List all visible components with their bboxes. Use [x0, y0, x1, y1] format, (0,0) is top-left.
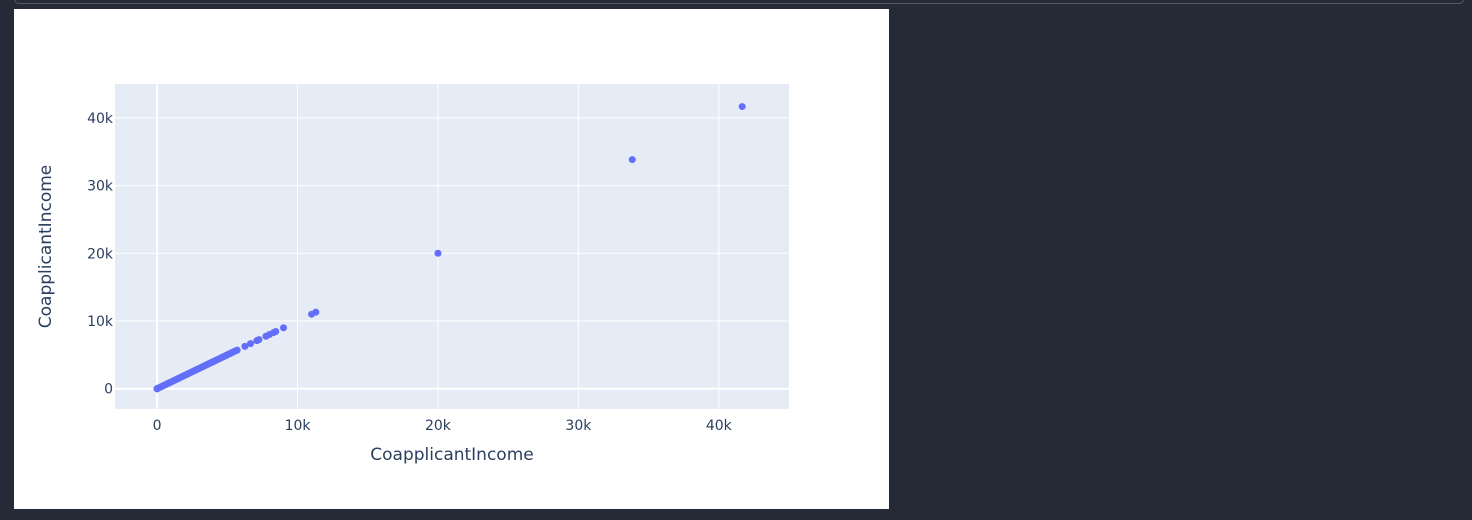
x-tick-label: 40k	[706, 418, 733, 434]
data-point[interactable]	[434, 249, 442, 257]
y-tick-label: 0	[104, 382, 113, 398]
x-axis-title: CoapplicantIncome	[370, 445, 533, 465]
y-tick-label: 40k	[87, 111, 114, 127]
x-tick-label: 10k	[285, 418, 312, 434]
y-tick-label: 30k	[87, 179, 114, 195]
x-tick-label: 30k	[565, 418, 592, 434]
scatter-plot[interactable]: 0 10k 20k 30k 40k 0 10k 20k 30k 40k CoapplicantI…	[14, 9, 889, 509]
y-gridlines	[115, 117, 789, 390]
y-tick-labels: 0 10k 20k 30k 40k	[87, 111, 114, 398]
plot-output-cell: 0 10k 20k 30k 40k 0 10k 20k 30k 40k CoapplicantI…	[14, 9, 889, 509]
data-point[interactable]	[272, 327, 280, 335]
y-tick-label: 20k	[87, 246, 114, 262]
data-point[interactable]	[628, 156, 636, 164]
x-tick-label: 0	[153, 418, 162, 434]
x-tick-label: 20k	[425, 418, 452, 434]
data-point[interactable]	[233, 346, 241, 354]
x-gridlines	[156, 84, 720, 409]
y-axis-title: CoapplicantIncome	[36, 165, 56, 328]
data-point[interactable]	[241, 342, 249, 350]
data-point[interactable]	[255, 336, 263, 344]
data-point[interactable]	[280, 324, 287, 332]
y-tick-label: 10k	[87, 314, 114, 330]
previous-cell-border	[14, 0, 1464, 4]
x-tick-labels: 0 10k 20k 30k 40k	[153, 418, 733, 434]
data-point[interactable]	[738, 103, 746, 111]
data-point[interactable]	[312, 308, 320, 316]
data-point[interactable]	[247, 340, 255, 348]
data-points	[153, 103, 746, 393]
